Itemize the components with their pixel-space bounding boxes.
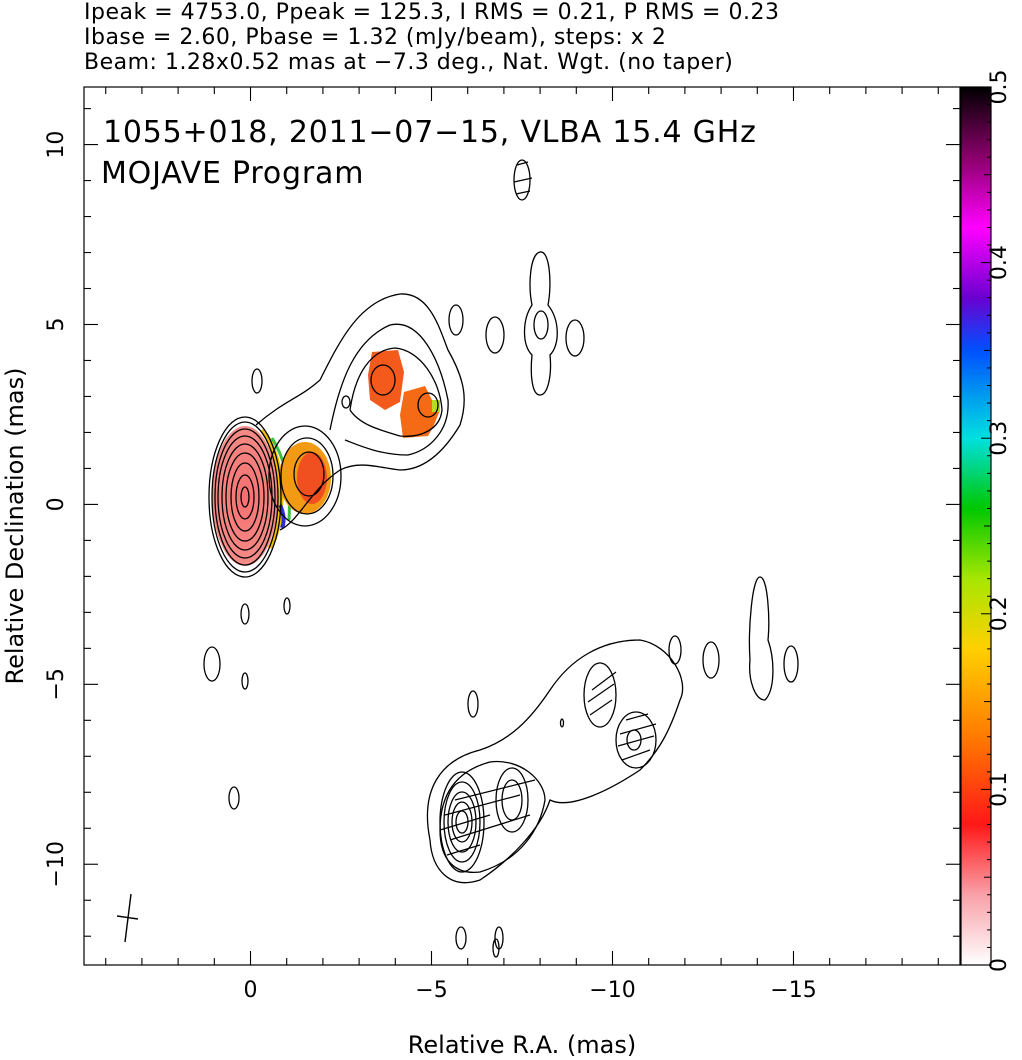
jet-knot-contour — [417, 392, 439, 418]
evpa-tick — [515, 190, 531, 195]
axis-ticks — [84, 87, 960, 965]
y-tick-label: 0 — [44, 497, 69, 511]
polarization-image — [212, 350, 440, 566]
core-contour — [230, 462, 260, 532]
evpa-vectors — [439, 161, 657, 856]
knot-contour — [280, 437, 334, 515]
core-contour — [208, 416, 282, 578]
evpa-tick — [589, 699, 613, 716]
colorbar-tick-label: 0.4 — [987, 245, 1012, 280]
isolated-contour — [523, 251, 558, 396]
polarization-contour — [439, 760, 546, 873]
beam-minor-axis — [116, 915, 139, 920]
chart-subtitle: MOJAVE Program — [101, 156, 364, 191]
polarization-contour — [615, 711, 657, 769]
isolated-contour — [702, 641, 720, 679]
isolated-contour — [251, 368, 263, 394]
beam-marker — [116, 893, 139, 943]
polarization-contour — [583, 662, 617, 728]
core-contour — [240, 486, 250, 508]
plot-frame — [83, 86, 961, 966]
jet-small-contour — [341, 395, 351, 409]
evpa-tick — [621, 749, 651, 761]
core-contour — [221, 443, 269, 551]
jet-contour — [349, 347, 443, 437]
evpa-tick — [444, 794, 521, 816]
evpa-tick — [625, 713, 649, 721]
jet-polarization-green-pixel — [432, 400, 440, 412]
header-line-3: Beam: 1.28x0.52 mas at −7.3 deg., Nat. W… — [84, 50, 734, 75]
evpa-tick — [449, 814, 531, 841]
polarization-contour — [447, 791, 477, 853]
x-tick-label: −5 — [415, 978, 447, 1003]
x-tick-label: −10 — [589, 978, 635, 1003]
x-tick-label: 0 — [244, 978, 258, 1003]
colorbar-tick-label: 0.5 — [987, 70, 1012, 105]
x-axis-label: Relative R.A. (mas) — [408, 1031, 636, 1059]
isolated-contour — [203, 646, 221, 682]
colorbar-tick-label: 0.3 — [987, 421, 1012, 456]
isolated-contour — [513, 159, 531, 201]
isolated-contour — [455, 926, 467, 950]
evpa-tick — [591, 671, 617, 691]
isolated-contour — [783, 645, 799, 683]
isolated-contour — [467, 690, 479, 718]
polarization-contour — [451, 801, 473, 843]
polarization-envelope-contour — [426, 639, 684, 884]
isolated-contour — [748, 576, 774, 701]
isolated-contour — [283, 597, 291, 615]
evpa-tick — [446, 844, 481, 856]
isolated-contour — [240, 603, 250, 625]
knot-polarization-inner — [297, 452, 327, 504]
evpa-tick — [617, 735, 655, 747]
isolated-contour — [492, 938, 500, 958]
polarization-contour — [495, 767, 529, 833]
isolated-contour — [228, 786, 240, 810]
isolated-contour — [485, 316, 505, 354]
jet-polarization-patch-1 — [368, 350, 404, 410]
header: Ipeak = 4753.0, Ppeak = 125.3, I RMS = 0… — [84, 0, 984, 75]
polarization-contour — [439, 771, 485, 873]
intensity-contours — [203, 159, 585, 810]
colorbar-tick-label: 0.2 — [987, 596, 1012, 631]
polarization-contour — [443, 781, 481, 863]
jet-knot-contour — [370, 364, 396, 396]
isolated-contour — [241, 672, 249, 690]
evpa-tick — [513, 177, 533, 183]
colorbar-ticks — [981, 86, 991, 966]
isolated-contour — [668, 635, 682, 665]
polarization-contours — [426, 576, 799, 958]
core-contour — [214, 428, 276, 566]
isolated-contour — [533, 310, 549, 340]
jet-envelope-contour — [255, 293, 465, 531]
chart-title: 1055+018, 2011−07−15, VLBA 15.4 GHz — [103, 115, 757, 150]
colorbar-tick-label: 0 — [987, 958, 1012, 972]
tick-labels: 0 −5 −10 −15 −10 −5 0 5 10 — [44, 131, 817, 1003]
core-contour — [235, 474, 255, 520]
core-contour — [225, 452, 265, 542]
colorbar-tick-labels: 0 0.1 0.2 0.3 0.4 0.5 — [987, 70, 1012, 973]
evpa-tick — [619, 723, 657, 735]
y-axis-label: Relative Declination (mas) — [1, 367, 29, 684]
core-contour — [211, 421, 279, 573]
jet-contour — [329, 323, 449, 456]
x-tick-label: −15 — [770, 978, 816, 1003]
header-line-1: Ipeak = 4753.0, Ppeak = 125.3, I RMS = 0… — [84, 0, 780, 25]
header-line-2: Ibase = 2.60, Pbase = 1.32 (mJy/beam), s… — [84, 25, 667, 50]
isolated-contour — [448, 304, 464, 336]
evpa-tick — [516, 161, 529, 166]
isolated-contour — [565, 319, 585, 357]
evpa-tick — [587, 683, 615, 703]
y-tick-label: −10 — [44, 841, 69, 887]
y-tick-label: 10 — [44, 131, 69, 159]
knot-contour — [293, 451, 325, 497]
isolated-contour — [559, 718, 565, 728]
y-tick-label: 5 — [44, 317, 69, 331]
evpa-tick — [454, 779, 536, 801]
colorbar-tick-label: 0.1 — [987, 772, 1012, 807]
knot-contour — [268, 425, 342, 527]
y-tick-label: −5 — [44, 668, 69, 700]
evpa-tick — [439, 814, 491, 831]
